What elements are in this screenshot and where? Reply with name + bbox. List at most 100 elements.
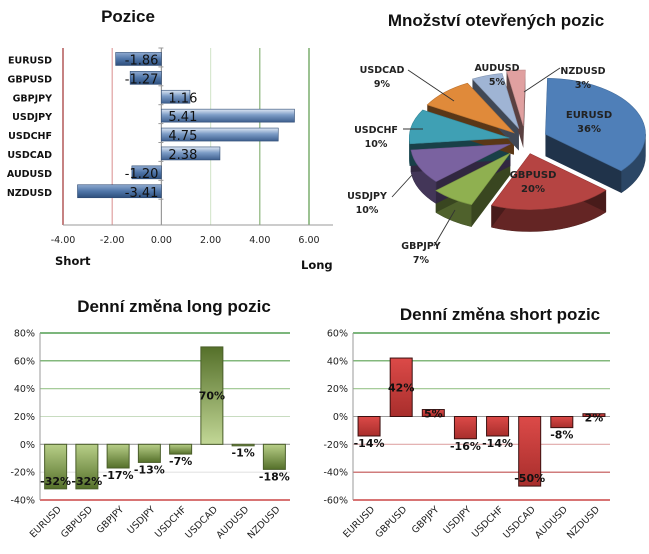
x-tick-label: -4.00 bbox=[51, 235, 76, 246]
data-label: -18% bbox=[259, 470, 290, 483]
data-label: 5.41 bbox=[168, 110, 197, 125]
pie-slice bbox=[545, 78, 646, 172]
pie-slice-edge bbox=[506, 70, 524, 149]
category-label: USDCAD bbox=[7, 150, 52, 161]
y-tick-label: 0% bbox=[333, 412, 348, 423]
category-label: GBPJPY bbox=[13, 93, 52, 104]
category-label: NZDUSD bbox=[7, 188, 52, 199]
category-label: EURUSD bbox=[341, 504, 377, 540]
bar bbox=[169, 443, 193, 455]
pie-chart-title: Množství otevřených pozic bbox=[388, 11, 604, 30]
pie-label-name: GBPJPY bbox=[401, 241, 440, 252]
y-tick-label: 20% bbox=[327, 384, 348, 395]
pie-slice bbox=[409, 109, 510, 145]
category-label: EURUSD bbox=[28, 504, 64, 540]
x-tick-label: 0.00 bbox=[151, 235, 172, 246]
short-axis-label: Short bbox=[55, 254, 91, 268]
bar bbox=[131, 165, 162, 180]
y-tick-label: -20% bbox=[323, 440, 348, 451]
data-label: 2% bbox=[585, 412, 604, 425]
bar bbox=[582, 413, 606, 418]
y-tick-label: 60% bbox=[327, 329, 348, 340]
pie-label-name: USDCHF bbox=[354, 125, 398, 136]
y-tick-label: 60% bbox=[14, 356, 35, 367]
y-tick-label: -40% bbox=[323, 468, 348, 479]
pie-label-name: AUDUSD bbox=[474, 63, 519, 74]
bar bbox=[77, 184, 162, 199]
data-label: -16% bbox=[450, 440, 481, 453]
pie-label-value: 7% bbox=[413, 255, 430, 266]
pie-slice bbox=[435, 152, 511, 206]
bar bbox=[161, 108, 295, 123]
y-tick-label: 40% bbox=[327, 356, 348, 367]
bar bbox=[231, 443, 255, 447]
bar bbox=[200, 346, 224, 445]
category-label: USDJPY bbox=[441, 504, 473, 536]
category-label: NZDUSD bbox=[565, 504, 602, 541]
bar bbox=[129, 71, 162, 85]
category-label: USDJPY bbox=[12, 112, 52, 123]
pie-slice-edge bbox=[545, 134, 622, 193]
bar bbox=[421, 409, 445, 417]
data-label: 1.16 bbox=[168, 91, 197, 106]
bar bbox=[75, 443, 99, 490]
pie-label-value: 5% bbox=[489, 77, 506, 88]
x-tick-label: 2.00 bbox=[200, 235, 221, 246]
data-label: 2.38 bbox=[168, 148, 197, 163]
bar bbox=[486, 416, 510, 437]
pie-label-name: USDCAD bbox=[360, 65, 405, 76]
pie-slice bbox=[490, 153, 607, 210]
y-tick-label: 20% bbox=[14, 412, 35, 423]
long-change-chart: Denní změna long pozic -40% -20% 0% 20% 40% 6… bbox=[10, 297, 290, 541]
data-label: -13% bbox=[134, 463, 165, 476]
bar bbox=[161, 146, 221, 161]
pie-label-value: 3% bbox=[575, 80, 592, 91]
bar bbox=[137, 443, 161, 463]
data-label: -14% bbox=[482, 437, 513, 450]
category-label: USDCHF bbox=[8, 131, 52, 142]
data-label: -1.86 bbox=[125, 53, 159, 68]
category-label: AUDUSD bbox=[533, 504, 570, 541]
data-label: 4.75 bbox=[168, 129, 197, 144]
category-label: USDCHF bbox=[153, 504, 189, 540]
data-label: 70% bbox=[199, 390, 225, 403]
category-label: GBPUSD bbox=[59, 504, 95, 540]
pie-label-value: 9% bbox=[374, 79, 391, 90]
pie-label-value: 10% bbox=[356, 205, 379, 216]
category-label: EURUSD bbox=[8, 55, 52, 66]
pie-leader-line bbox=[433, 209, 456, 247]
pie-slice bbox=[471, 73, 520, 129]
bar bbox=[106, 443, 130, 469]
category-label: GBPJPY bbox=[410, 504, 442, 536]
pie-label-value: 20% bbox=[521, 184, 545, 195]
category-label: GBPUSD bbox=[373, 504, 409, 540]
short-change-chart: Denní změna short pozic -60% -40% -20% 0% 20… bbox=[323, 305, 610, 541]
data-label: 5% bbox=[424, 408, 443, 421]
pie-slice bbox=[410, 143, 511, 182]
pie-label-name: EURUSD bbox=[566, 110, 612, 121]
long-axis-label: Long bbox=[301, 258, 333, 272]
bar bbox=[44, 443, 68, 490]
data-label: -32% bbox=[40, 475, 71, 488]
bar bbox=[161, 89, 191, 104]
data-label: -1.27 bbox=[125, 72, 159, 87]
bar bbox=[357, 416, 381, 437]
y-tick-label: 0% bbox=[20, 440, 35, 451]
pie-leader-line bbox=[407, 69, 455, 102]
pie-label-value: 36% bbox=[577, 124, 601, 135]
x-tick-label: -2.00 bbox=[100, 235, 125, 246]
data-label: -8% bbox=[550, 429, 573, 442]
open-positions-pie-chart: Množství otevřených pozic EURUSD 36% GBPUS… bbox=[347, 11, 646, 266]
data-label: -1.20 bbox=[125, 167, 159, 182]
category-label: GBPUSD bbox=[8, 74, 53, 85]
bar bbox=[262, 443, 286, 470]
category-label: AUDUSD bbox=[214, 504, 251, 541]
positions-chart-title: Pozice bbox=[101, 7, 155, 26]
data-label: -7% bbox=[169, 455, 192, 468]
pie-leader-line bbox=[391, 174, 413, 198]
pie-label-name: USDJPY bbox=[347, 191, 387, 202]
data-label: -14% bbox=[354, 437, 385, 450]
y-tick-label: -60% bbox=[323, 496, 348, 507]
bar bbox=[518, 416, 542, 487]
data-label: -3.41 bbox=[125, 186, 159, 201]
